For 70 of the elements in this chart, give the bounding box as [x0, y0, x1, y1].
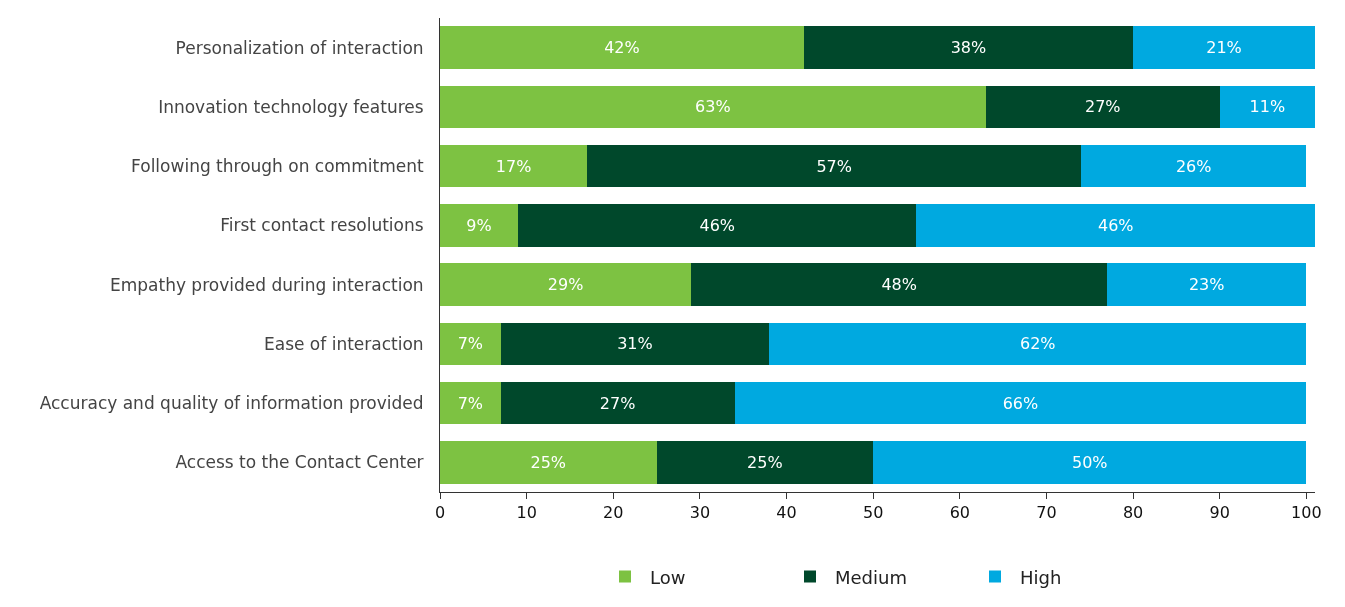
bar [803, 26, 1134, 69]
data-label: 27% [599, 393, 636, 413]
data-label: 46% [1097, 215, 1134, 235]
y-tick-label: First contact resolutions [220, 215, 424, 236]
data-label: 42% [604, 38, 640, 58]
data-label: 63% [695, 97, 731, 117]
y-tick-label: Following through on commitment [131, 156, 424, 177]
bar [1107, 263, 1307, 306]
bar [985, 85, 1220, 129]
bar [691, 263, 1108, 306]
data-label: 25% [530, 452, 567, 472]
legend-label: Medium [835, 566, 907, 588]
y-tick-label: Ease of interaction [263, 333, 424, 354]
x-tick-label: 70 [1036, 503, 1057, 523]
legend-label: Low [650, 566, 686, 588]
data-label: 17% [495, 156, 532, 176]
data-label: 26% [1175, 156, 1212, 176]
bar [440, 144, 588, 188]
bar [440, 204, 518, 247]
data-label: 38% [950, 38, 987, 58]
data-label: 31% [617, 334, 653, 354]
y-tick-label: Access to the Contact Center [175, 452, 424, 473]
y-tick-label: Innovation technology features [158, 96, 424, 117]
data-label: 48% [881, 275, 917, 295]
data-label: 57% [816, 156, 852, 176]
data-label: 62% [1019, 334, 1056, 354]
bar [734, 381, 1307, 425]
bar [517, 204, 917, 247]
bar [440, 263, 692, 306]
data-label: 66% [1002, 393, 1039, 413]
bar [1081, 144, 1307, 188]
data-label: 25% [747, 452, 783, 472]
x-tick-label: 10 [516, 503, 537, 523]
data-label: 27% [1084, 97, 1121, 117]
bar [656, 441, 874, 484]
x-tick-label: 100 [1291, 503, 1322, 523]
x-tick-label: 0 [434, 503, 446, 523]
bar [873, 441, 1307, 484]
data-label: 50% [1071, 452, 1108, 472]
x-tick-label: 20 [603, 503, 624, 523]
bar [769, 322, 1307, 366]
data-label: 23% [1188, 275, 1225, 295]
bar [587, 144, 1082, 188]
x-tick-label: 30 [689, 503, 711, 523]
bar [500, 322, 770, 366]
data-label: 7% [457, 334, 484, 354]
x-tick-label: 40 [776, 503, 797, 523]
y-tick-label: Empathy provided during interaction [109, 274, 424, 295]
data-label: 7% [457, 393, 484, 413]
data-label: 9% [466, 215, 492, 235]
bar [1219, 85, 1315, 129]
bar [916, 204, 1315, 247]
data-label: 29% [547, 275, 584, 295]
data-label: 46% [699, 215, 736, 235]
x-tick-label: 90 [1209, 503, 1230, 523]
y-tick-label: Personalization of interaction [175, 37, 424, 58]
x-tick-label: 50 [862, 503, 884, 523]
bar [440, 322, 501, 366]
data-label: 21% [1206, 38, 1242, 58]
x-tick-label: 60 [949, 503, 970, 523]
bar [1133, 26, 1315, 69]
data-label: 11% [1249, 97, 1286, 117]
y-tick-label: Accuracy and quality of information provided [39, 393, 424, 414]
legend-label: High [1020, 566, 1062, 588]
bar [440, 441, 657, 484]
bar [440, 85, 986, 129]
bar [440, 26, 804, 69]
bar [440, 381, 501, 425]
x-tick-label: 80 [1122, 503, 1144, 523]
bar [500, 381, 735, 425]
